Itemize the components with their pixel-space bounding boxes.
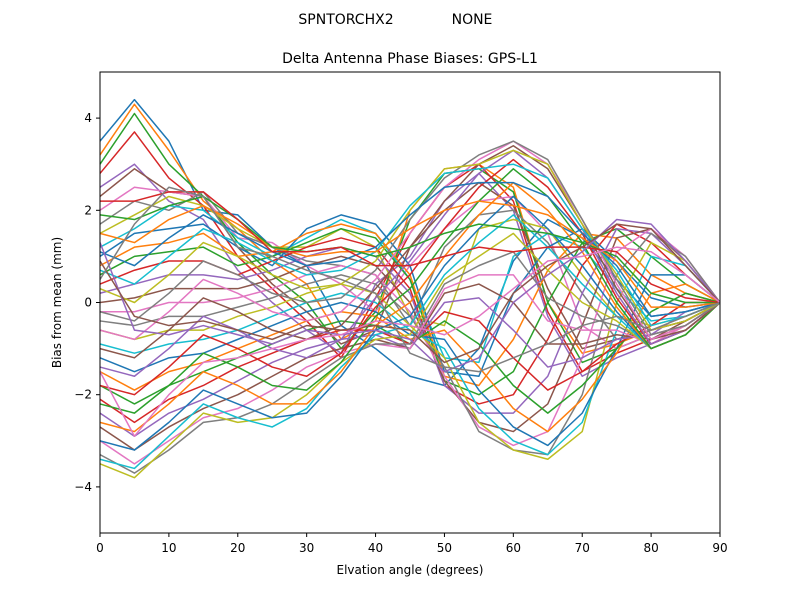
y-axis-label: Bias from mean (mm) xyxy=(50,237,64,368)
x-tick-label: 20 xyxy=(230,541,245,555)
x-tick-label: 50 xyxy=(437,541,452,555)
y-axis: −4 −2 0 2 4 xyxy=(74,111,100,494)
x-tick-label: 90 xyxy=(712,541,727,555)
y-tick-label: 0 xyxy=(84,296,92,310)
y-tick-label: 2 xyxy=(84,203,92,217)
x-tick-label: 10 xyxy=(161,541,176,555)
series-line-az-36 xyxy=(99,140,721,341)
series-line-az-31 xyxy=(99,181,721,433)
series-line-az-47 xyxy=(99,186,721,373)
suptitle-left: SPNTORCHX2 xyxy=(298,12,393,28)
x-tick-label: 30 xyxy=(299,541,314,555)
series-line-az-39 xyxy=(99,163,721,327)
x-tick-label: 40 xyxy=(368,541,383,555)
series-line-az-40 xyxy=(99,181,721,318)
series-line-az-26 xyxy=(99,274,721,465)
series-line-az-43 xyxy=(100,191,721,304)
x-tick-label: 0 xyxy=(96,541,104,555)
series-line-az-41 xyxy=(99,200,721,308)
x-tick-label: 70 xyxy=(575,541,590,555)
series-line-az-14 xyxy=(99,227,721,414)
y-tick-label: 4 xyxy=(84,111,92,125)
series-line-az-34 xyxy=(99,149,721,378)
series-line-az-46 xyxy=(99,246,721,437)
series-line-az-37 xyxy=(99,140,721,336)
series-layer xyxy=(99,98,721,479)
series-line-az-32 xyxy=(99,168,721,414)
series-line-az-27 xyxy=(99,251,721,474)
series-line-az-30 xyxy=(99,195,721,451)
x-tick-label: 60 xyxy=(506,541,521,555)
y-tick-label: −4 xyxy=(74,480,92,494)
series-line-az-28 xyxy=(99,232,721,479)
series-line-az-44 xyxy=(99,218,721,373)
x-axis-label: Elvation angle (degrees) xyxy=(337,563,484,577)
series-line-az-45 xyxy=(99,223,721,364)
y-tick-label: −2 xyxy=(74,388,92,402)
x-axis: 0 10 20 30 40 50 60 70 80 90 xyxy=(96,533,728,555)
series-line-az-4 xyxy=(99,163,721,378)
series-line-az-38 xyxy=(99,149,721,331)
suptitle-right: NONE xyxy=(452,12,493,28)
chart-title: Delta Antenna Phase Biases: GPS-L1 xyxy=(282,51,538,67)
series-line-az-33 xyxy=(99,158,721,396)
x-tick-label: 80 xyxy=(643,541,658,555)
